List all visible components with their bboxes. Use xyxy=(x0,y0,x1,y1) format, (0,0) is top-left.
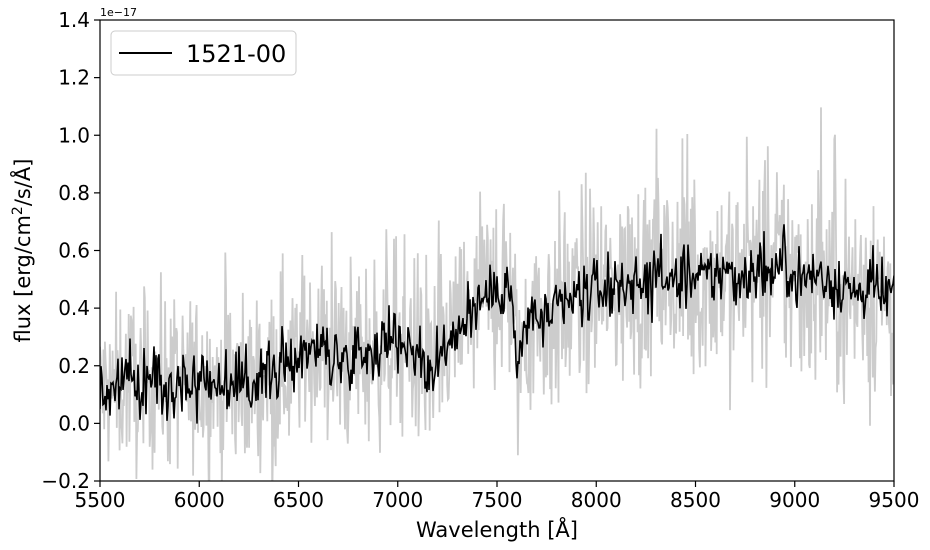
y-axis-label-superscript: 2 xyxy=(10,206,26,215)
x-axis-label: Wavelength [Å] xyxy=(416,516,578,542)
x-tick-label: 9000 xyxy=(769,488,820,512)
legend-label-1521-00: 1521-00 xyxy=(186,40,286,68)
y-tick-label: 0.2 xyxy=(58,354,90,378)
y-axis-label: flux [erg/cm2/s/Å] xyxy=(9,158,35,342)
legend-box xyxy=(110,30,297,76)
y-tick-label: 0.8 xyxy=(58,181,90,205)
smoothed-spectrum-layer xyxy=(100,224,894,424)
x-axis-ticks: 5500 6000 6500 7000 7500 8000 8500 9000 9500 xyxy=(75,481,920,512)
x-tick-label: 7000 xyxy=(372,488,423,512)
y-axis-label-suffix: /s/Å] xyxy=(9,158,35,206)
y-tick-label: 0.6 xyxy=(58,239,90,263)
y-tick-label: 1.2 xyxy=(58,66,90,90)
x-tick-label: 8000 xyxy=(571,488,622,512)
legend: 1521-00 xyxy=(110,30,297,76)
y-tick-label: 1.0 xyxy=(58,123,90,147)
plot-area xyxy=(99,19,895,482)
x-tick-label: 7500 xyxy=(472,488,523,512)
y-tick-label: −0.2 xyxy=(41,469,90,493)
x-tick-label: 6000 xyxy=(174,488,225,512)
y-tick-label: 1.4 xyxy=(58,8,90,32)
x-tick-label: 8500 xyxy=(670,488,721,512)
x-tick-label: 5500 xyxy=(75,488,126,512)
y-axis-label-prefix: flux [erg/cm xyxy=(11,215,35,342)
x-tick-label: 9500 xyxy=(869,488,920,512)
smoothed-spectrum-line xyxy=(100,224,894,424)
x-tick-label: 6500 xyxy=(273,488,324,512)
y-axis-offset-label: 1e−17 xyxy=(100,6,137,19)
y-tick-label: 0.4 xyxy=(58,296,90,320)
y-axis-ticks: −0.2 0.0 0.2 0.4 0.6 0.8 1.0 1.2 1.4 xyxy=(41,8,100,493)
y-tick-label: 0.0 xyxy=(58,411,90,435)
